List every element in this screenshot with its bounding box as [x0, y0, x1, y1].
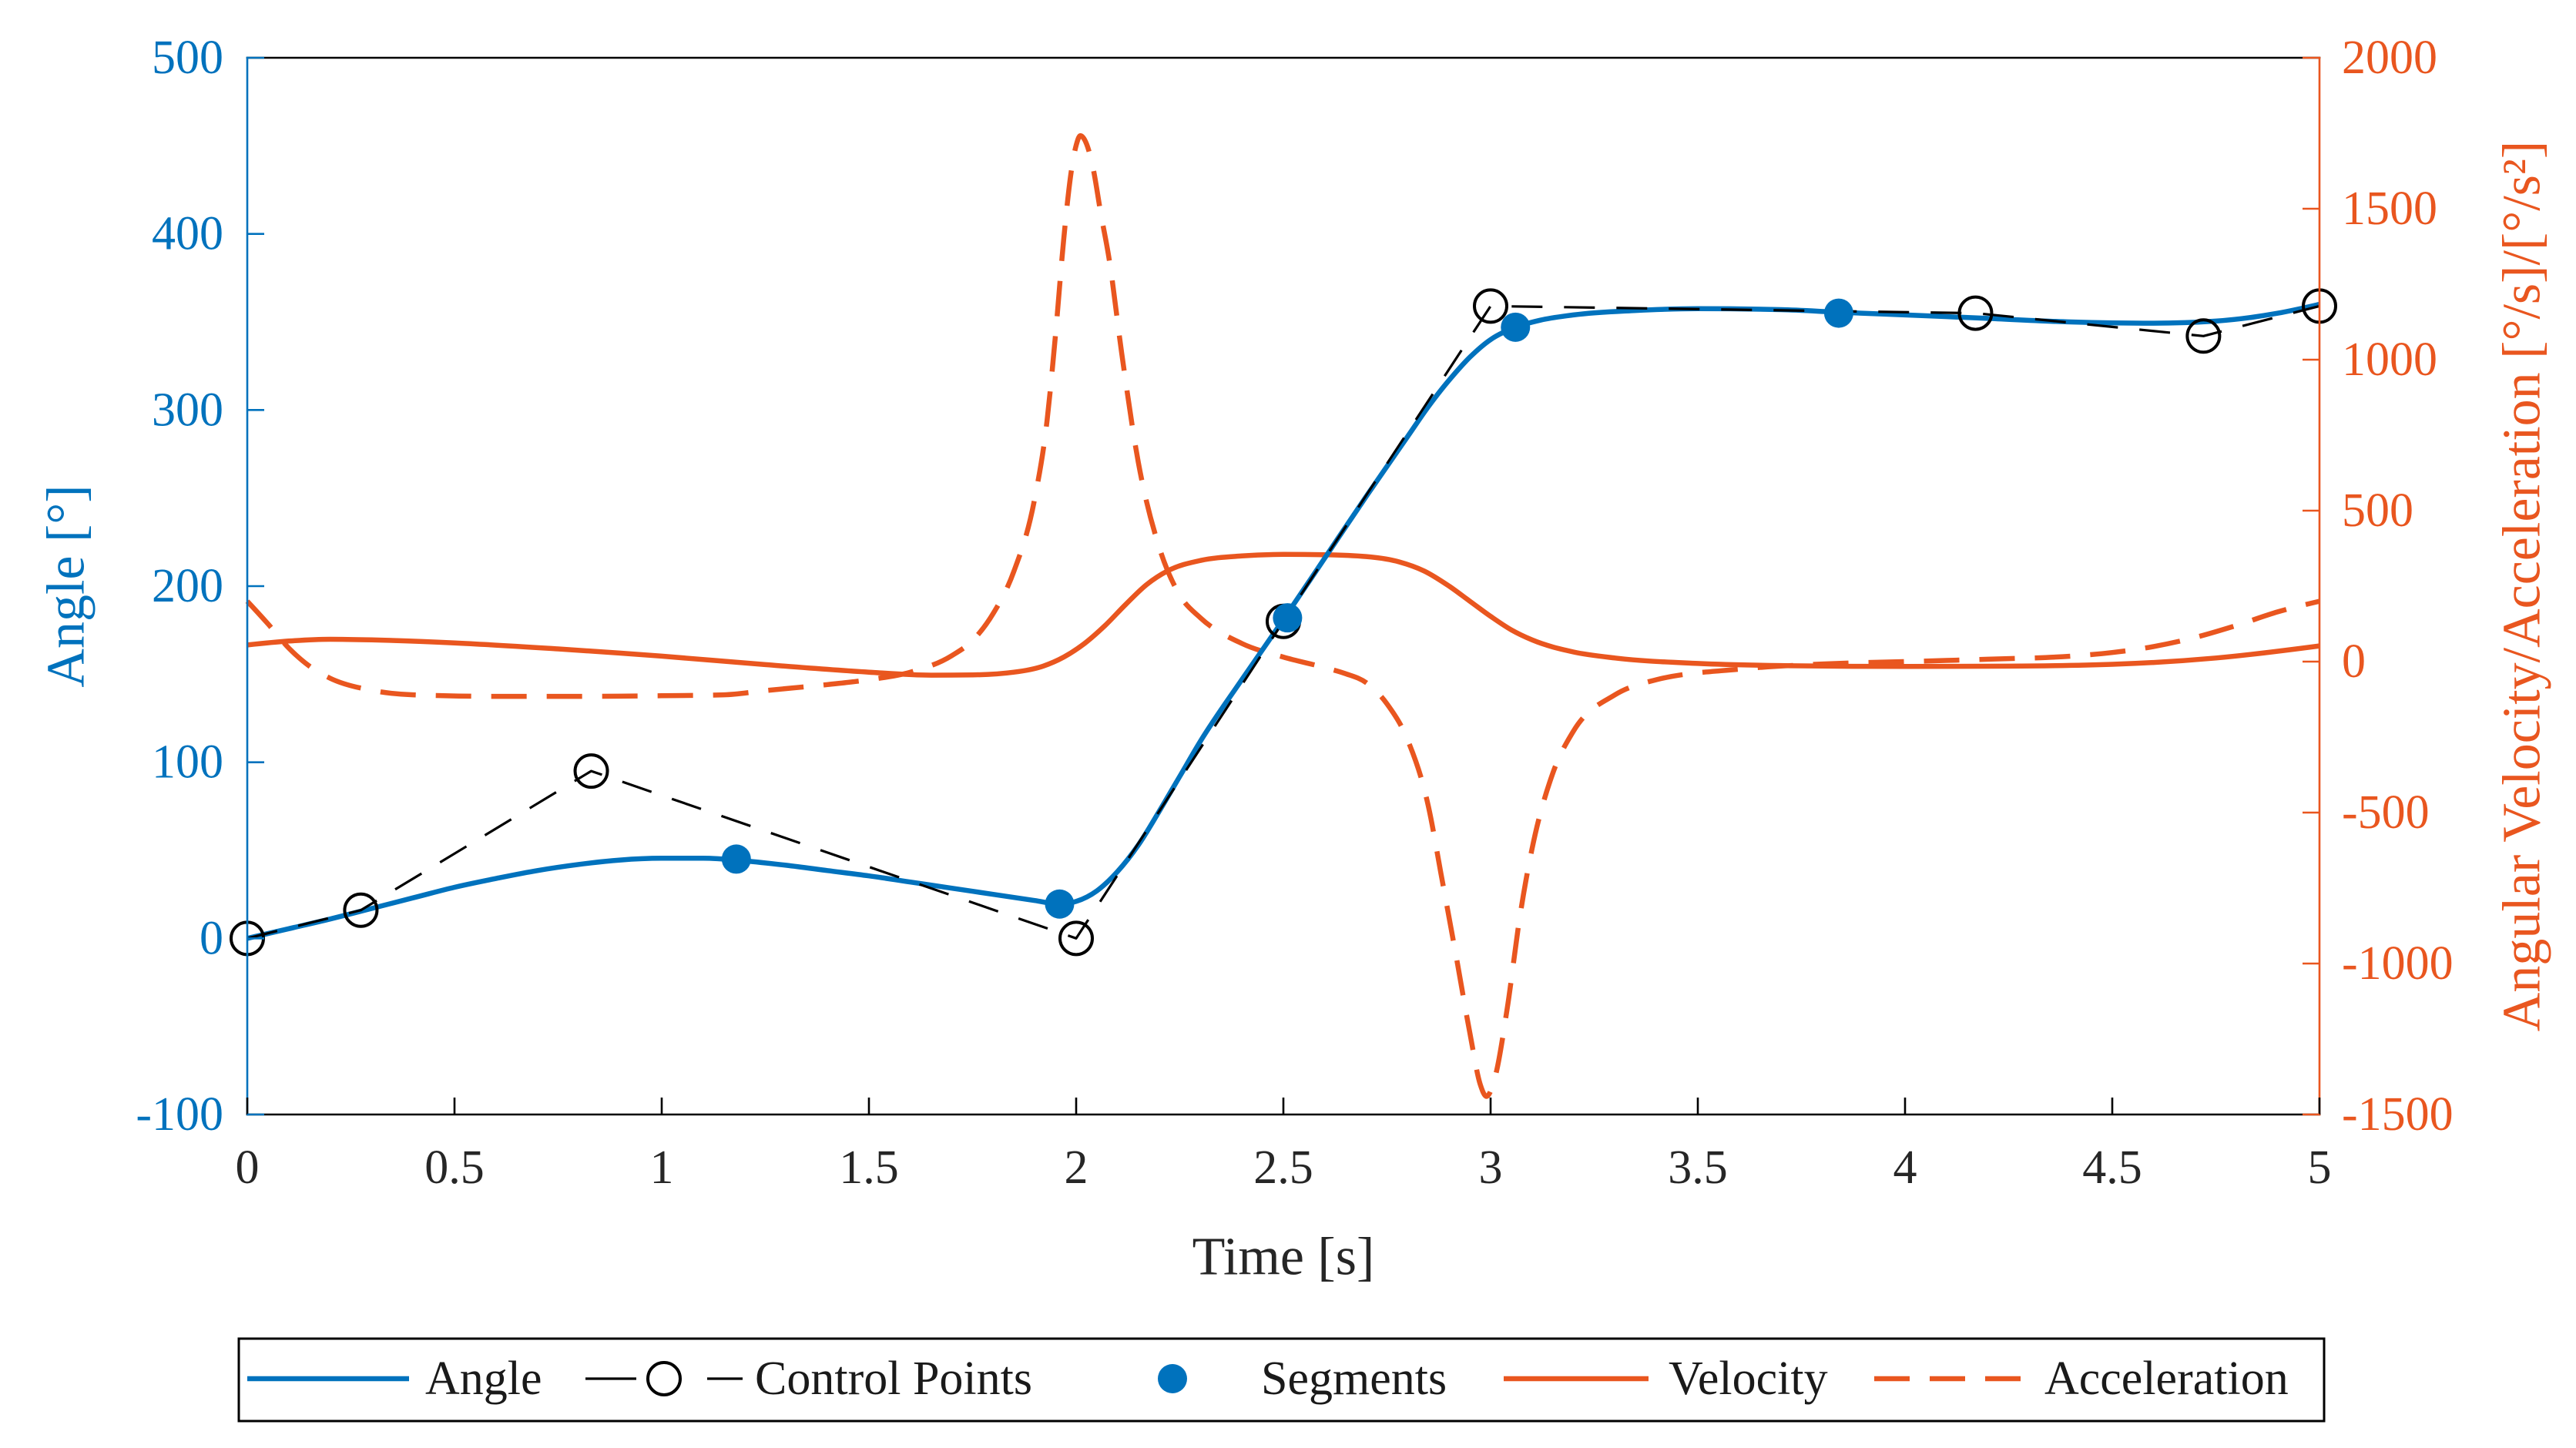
segment-marker — [1045, 889, 1075, 919]
x-tick-label: 1 — [650, 1141, 674, 1194]
x-tick-label: 4.5 — [2082, 1141, 2142, 1194]
x-tick-label: 5 — [2308, 1141, 2332, 1194]
control-point-marker — [573, 753, 609, 789]
legend-entry-velocity: Velocity — [1504, 1352, 1828, 1405]
right-y-tick-label: -500 — [2342, 786, 2430, 839]
control-point-marker — [343, 892, 379, 928]
legend-label: Control Points — [755, 1352, 1032, 1405]
right-y-tick-label: 2000 — [2342, 32, 2437, 84]
left-y-axis-label: Angle [°] — [37, 484, 96, 687]
right-y-tick-label: 0 — [2342, 635, 2366, 688]
x-tick-label: 3.5 — [1668, 1141, 1728, 1194]
right-y-tick-label: -1000 — [2342, 937, 2454, 990]
left-y-tick-label: 200 — [152, 560, 223, 612]
left-y-tick-label: 300 — [152, 384, 223, 436]
axis-ticks — [246, 56, 2321, 1116]
legend-label: Acceleration — [2044, 1352, 2289, 1405]
x-tick-label: 4 — [1893, 1141, 1917, 1194]
legend: Angle Control Points Segments Velocity Accel… — [237, 1337, 2326, 1423]
series-line-acceleration — [245, 132, 2320, 1099]
right-y-tick-label: 500 — [2342, 484, 2413, 537]
x-axis-label: Time [s] — [1192, 1228, 1375, 1287]
right-y-tick-label: -1500 — [2342, 1088, 2454, 1141]
segment-marker — [1501, 312, 1531, 342]
series-line-angle — [247, 301, 2320, 941]
legend-entry-acceleration: Acceleration — [1874, 1352, 2289, 1405]
control-point-marker — [1957, 295, 1994, 331]
right-y-tick-label: 1000 — [2342, 334, 2437, 386]
left-y-tick-label: 400 — [152, 208, 223, 260]
segment-marker — [1823, 298, 1853, 328]
x-tick-label: 3 — [1479, 1141, 1503, 1194]
legend-swatch-marker — [646, 1361, 682, 1396]
segment-marker — [721, 844, 751, 874]
right-y-tick-label: 1500 — [2342, 183, 2437, 235]
left-y-tick-label: 500 — [152, 32, 223, 84]
legend-entry-angle: Angle — [247, 1352, 542, 1405]
control-point-marker — [2185, 318, 2222, 354]
control-point-marker — [1473, 288, 1508, 324]
x-tick-label: 2.5 — [1253, 1141, 1313, 1194]
legend-entry-segments: Segments — [1158, 1352, 1447, 1405]
x-tick-label: 0.5 — [424, 1141, 485, 1194]
legend-label: Velocity — [1669, 1352, 1828, 1405]
x-tick-label: 1.5 — [839, 1141, 899, 1194]
legend-label: Angle — [425, 1352, 542, 1405]
x-tick-label: 0 — [236, 1141, 260, 1194]
tick-labels: 0 0.5 1 1.5 2 2.5 3 3.5 4 4.5 5-100010020030040050… — [136, 32, 2453, 1194]
x-tick-label: 2 — [1065, 1141, 1088, 1194]
left-y-tick-label: 0 — [200, 912, 223, 964]
right-y-axis-label: Angular Velocity/Acceleration [°/s]/[°/s… — [2493, 141, 2552, 1031]
left-y-tick-label: -100 — [136, 1088, 223, 1141]
legend-entry-control-points: Control Points — [585, 1352, 1032, 1405]
left-y-tick-label: 100 — [152, 736, 223, 789]
legend-swatch-marker — [1158, 1364, 1187, 1393]
legend-label: Segments — [1261, 1352, 1447, 1405]
control-point-marker — [1058, 920, 1094, 957]
segment-marker — [1273, 603, 1303, 633]
